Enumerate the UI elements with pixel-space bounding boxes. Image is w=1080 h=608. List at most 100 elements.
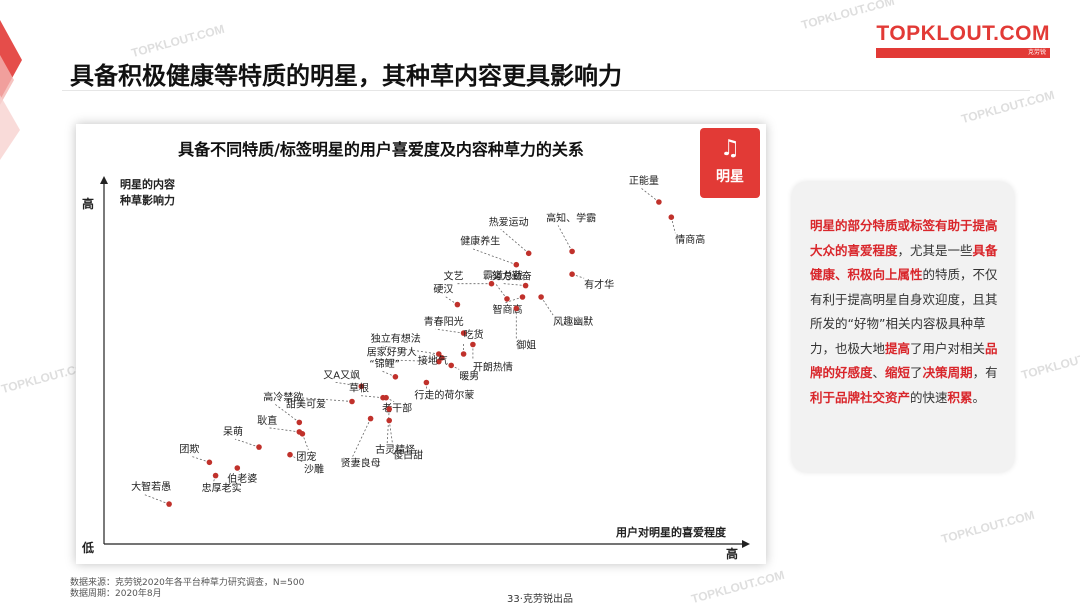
point-label: 行走的荷尔蒙: [414, 389, 474, 402]
scatter-point: [206, 459, 213, 466]
leader-line: [435, 328, 464, 334]
scatter-point: [569, 248, 575, 255]
point-label: 伯老婆: [227, 472, 257, 485]
body-text: 了: [910, 365, 923, 380]
point-label: “锦鲤”: [369, 357, 399, 370]
point-label: 健康养生: [460, 235, 500, 248]
period-line: 数据周期：2020年8月: [70, 589, 162, 599]
point-label: 耿直: [257, 414, 277, 427]
point-label: 贤妻良母: [341, 457, 381, 470]
watermark: TOPKLOUT.COM: [129, 21, 226, 61]
watermark: TOPKLOUT.COM: [939, 507, 1036, 547]
body-text: 的快速: [910, 389, 948, 405]
point-label: 独立有想法: [371, 332, 421, 345]
insight-box: 明星的部分特质或标签有助于提高大众的喜爱程度，尤其是一些具备健康、积极向上属性的…: [792, 182, 1014, 472]
scatter-point: [525, 250, 532, 257]
scatter-point: [668, 214, 675, 220]
scatter-chart: 明星的内容种草影响力高低用户对明星的喜爱程度高正能量情商高高知、学霸热爱运动健康…: [81, 174, 750, 561]
point-label: 接地气: [418, 354, 448, 367]
scatter-point: [504, 296, 510, 302]
scatter-point: [383, 394, 389, 401]
point-label: 正能量: [629, 174, 659, 187]
scatter-point: [392, 374, 399, 380]
scatter-point: [234, 465, 241, 471]
title-divider: [62, 90, 1030, 91]
leader-line: [640, 187, 660, 203]
scatter-point: [436, 351, 442, 357]
body-text: 。: [972, 389, 986, 405]
leader-line: [297, 397, 353, 402]
point-label: 御姐: [516, 338, 536, 351]
leader-line: [142, 493, 170, 505]
point-label: 傻白甜: [393, 449, 423, 462]
point-label: 努力勤奋: [492, 270, 532, 283]
scatter-point: [460, 351, 467, 357]
scatter-point: [349, 398, 355, 405]
point-label: 团欺: [179, 442, 199, 455]
body-text: 了用户对相关: [910, 340, 986, 356]
scatter-point: [212, 472, 219, 479]
watermark: TOPKLOUT.COM: [959, 87, 1056, 127]
body-text: 的特质，不仅有利于提高明星自身欢迎度，且其所发的“好物”相关内容极具种草力，也极…: [810, 267, 998, 356]
logo-text: TOPKLOUT.COM: [876, 22, 1050, 45]
point-label: 又A又飒: [323, 368, 360, 381]
leader-line: [191, 455, 210, 463]
scatter-point: [296, 419, 303, 426]
scatter-point: [386, 406, 393, 412]
highlight-text: 积累: [947, 389, 973, 405]
leader-line: [335, 381, 362, 387]
point-label: 沙雕: [304, 463, 324, 476]
leader-line: [381, 370, 396, 378]
chart-card: 明星的内容 种草影响力高低用户对明星的喜爱程度高正能量 情商高 高知、学霸 热爱运动 健康…: [76, 124, 766, 564]
data-source: 数据来源：克劳锐2020年各平台种草力研究调查，N=500 数据周期：2020年…: [70, 578, 304, 600]
scatter-point: [513, 261, 520, 268]
leader-line: [275, 404, 300, 423]
leader-line: [352, 418, 371, 457]
point-label: 情商高: [675, 233, 705, 246]
leader-line: [557, 225, 573, 252]
point-label: 暖男: [459, 369, 479, 382]
body-text: ，有: [972, 365, 998, 380]
leader-line: [540, 296, 554, 316]
scatter-point: [386, 417, 393, 424]
page-footer: 33·克劳锐出品: [507, 594, 573, 605]
corner-decoration: [0, 20, 22, 160]
point-label: 高冷禁欲: [263, 390, 303, 403]
scatter-point: [367, 415, 374, 422]
x-axis-arrow: [742, 540, 750, 548]
star-badge: ♫ 明星: [700, 128, 760, 198]
leader-line: [472, 248, 517, 266]
point-label: 古灵精怪: [375, 443, 415, 456]
y-axis-arrow: [100, 176, 108, 184]
point-label: 草根: [349, 382, 369, 395]
logo-tagline: 克劳锐: [876, 48, 1050, 58]
point-label: 青春阳光: [424, 315, 464, 328]
y-low-label: 低: [81, 540, 94, 555]
highlight-text: 具备健康、积极向上属性: [810, 242, 998, 283]
scatter-point: [513, 305, 520, 312]
scatter-point: [287, 451, 293, 458]
point-label: 霸道总裁: [483, 269, 523, 282]
leader-line: [445, 296, 458, 305]
body-text: ，尤其是一些: [897, 242, 973, 258]
leader-line: [234, 438, 260, 448]
point-label: 大智若愚: [131, 480, 171, 493]
point-label: 文艺: [444, 270, 464, 283]
point-label: 风趣幽默: [553, 315, 593, 328]
y-high-label: 高: [82, 196, 94, 211]
point-label: 高知、学霸: [546, 211, 596, 224]
leader-line: [494, 282, 508, 300]
leader-line: [504, 296, 523, 304]
scatter-point: [454, 301, 461, 308]
point-label: 忠厚老实: [202, 482, 242, 495]
x-high-label: 高: [726, 546, 738, 561]
point-label: 热爱运动: [489, 215, 529, 228]
leader-line: [670, 217, 676, 234]
point-label: 有才华: [584, 278, 614, 291]
leader-line: [360, 395, 384, 399]
leader-line: [289, 454, 305, 464]
y-axis-label: 明星的内容: [120, 177, 175, 191]
highlight-text: 缩短: [885, 365, 911, 380]
chart-title: 具备不同特质/标签明星的用户喜爱度及内容种草力的关系: [178, 140, 584, 159]
point-label: 硬汉: [433, 284, 453, 296]
